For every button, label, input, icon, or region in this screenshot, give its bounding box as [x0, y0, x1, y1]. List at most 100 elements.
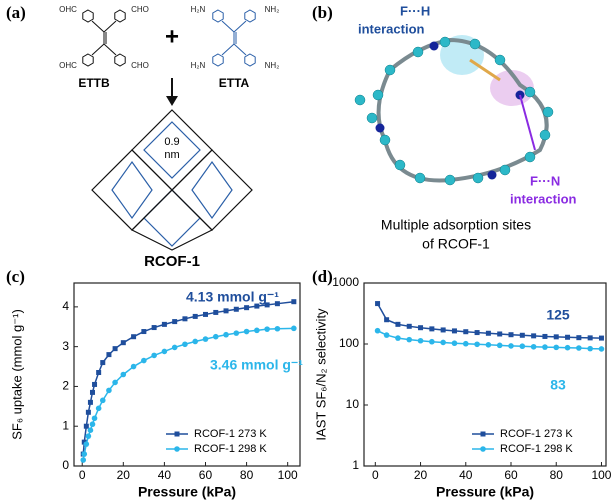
- y-axis-label: SF₆ uptake (mmol g⁻¹): [9, 309, 24, 440]
- arrow-head: [166, 96, 178, 106]
- legend-label: RCOF-1 298 K: [194, 443, 267, 455]
- data-point: [375, 301, 381, 307]
- y-tick-label: 4: [62, 299, 69, 313]
- data-point: [151, 352, 157, 359]
- data-point: [587, 335, 593, 341]
- annotation: 83: [550, 377, 566, 393]
- legend: RCOF-1 273 K RCOF-1 298 K: [472, 428, 573, 455]
- data-point: [202, 311, 208, 317]
- data-point: [274, 325, 281, 332]
- etta-structure: [212, 9, 256, 67]
- data-point: [587, 345, 593, 352]
- data-point: [576, 335, 582, 341]
- data-point: [406, 336, 413, 343]
- data-point: [233, 330, 240, 336]
- data-point: [91, 415, 98, 422]
- substituent: CHO: [131, 5, 149, 14]
- panel-label: (c): [6, 267, 25, 286]
- legend-label: RCOF-1 298 K: [500, 443, 573, 455]
- molecule-name: ETTB: [78, 76, 110, 90]
- data-point: [131, 334, 137, 340]
- series-line: [82, 300, 294, 455]
- data-point: [474, 330, 480, 336]
- data-point: [182, 341, 188, 348]
- x-tick-label: 0: [79, 468, 86, 482]
- x-tick-label: 40: [459, 468, 473, 482]
- molecule-name: ETTA: [219, 76, 250, 90]
- legend-marker: [480, 446, 486, 452]
- data-point: [151, 325, 157, 331]
- data-point: [429, 338, 435, 345]
- annotation: F···H: [400, 3, 430, 18]
- data-point: [598, 346, 605, 352]
- data-point: [451, 340, 458, 347]
- ettb-structure: [82, 9, 126, 67]
- data-point: [542, 333, 548, 339]
- y-tick-label: 2: [62, 379, 69, 393]
- data-point: [192, 313, 198, 319]
- data-point: [264, 326, 270, 332]
- plot-frame: [73, 282, 301, 467]
- data-point: [223, 308, 229, 314]
- data-point: [130, 363, 137, 370]
- data-point: [417, 337, 424, 344]
- data-point: [212, 333, 219, 340]
- data-point: [553, 344, 560, 351]
- rcof-network: [91, 109, 253, 251]
- data-point: [598, 335, 604, 341]
- annotation: F···N: [530, 173, 560, 188]
- annotation: 125: [546, 307, 570, 323]
- data-point: [519, 343, 526, 350]
- data-point: [161, 321, 167, 327]
- caption: of RCOF-1: [422, 236, 490, 252]
- panel-label: (a): [6, 3, 26, 22]
- substituent: H₂N: [191, 61, 206, 70]
- substituent: CHO: [131, 61, 149, 70]
- panel-b: (b) F···H interaction F···N interaction …: [312, 3, 577, 252]
- data-point: [83, 441, 90, 447]
- y-tick-label: 10: [346, 397, 360, 411]
- data-point: [496, 342, 503, 349]
- data-point: [192, 338, 199, 345]
- data-point: [565, 334, 571, 340]
- x-tick-label: 20: [414, 468, 428, 482]
- data-point: [564, 344, 571, 351]
- data-point: [83, 423, 89, 429]
- x-axis-label: Pressure (kPa): [138, 484, 236, 500]
- data-point: [96, 370, 102, 376]
- plus-sign: +: [165, 23, 179, 50]
- data-point: [120, 340, 126, 346]
- data-point: [95, 405, 102, 412]
- data-point: [85, 409, 91, 415]
- data-point: [182, 316, 188, 322]
- data-point: [462, 340, 469, 347]
- data-point: [87, 427, 94, 433]
- data-point: [141, 357, 147, 364]
- legend-marker: [174, 431, 180, 437]
- y-tick-label: 1000: [332, 275, 359, 289]
- data-point: [531, 333, 537, 339]
- legend-marker: [480, 431, 486, 437]
- data-point: [106, 352, 112, 358]
- data-point: [112, 346, 118, 352]
- x-tick-label: 0: [372, 468, 379, 482]
- data-point: [508, 332, 514, 338]
- fn-arrow: [519, 94, 536, 151]
- atoms: [354, 36, 554, 186]
- plot-frame: [363, 282, 607, 467]
- data-point: [383, 332, 390, 338]
- data-point: [530, 343, 537, 350]
- data-point: [374, 327, 381, 334]
- data-point: [485, 330, 491, 336]
- x-tick-label: 40: [158, 468, 172, 482]
- data-point: [202, 336, 209, 342]
- x-tick-label: 20: [117, 468, 131, 482]
- data-point: [87, 399, 93, 405]
- annotation: interaction: [358, 21, 425, 36]
- data-point: [508, 343, 514, 349]
- x-tick-label: 60: [504, 468, 518, 482]
- substituent: NH₂: [265, 61, 280, 70]
- data-point: [440, 339, 446, 346]
- legend-label: RCOF-1 273 K: [500, 428, 573, 440]
- pore-size: 0.9: [164, 136, 179, 148]
